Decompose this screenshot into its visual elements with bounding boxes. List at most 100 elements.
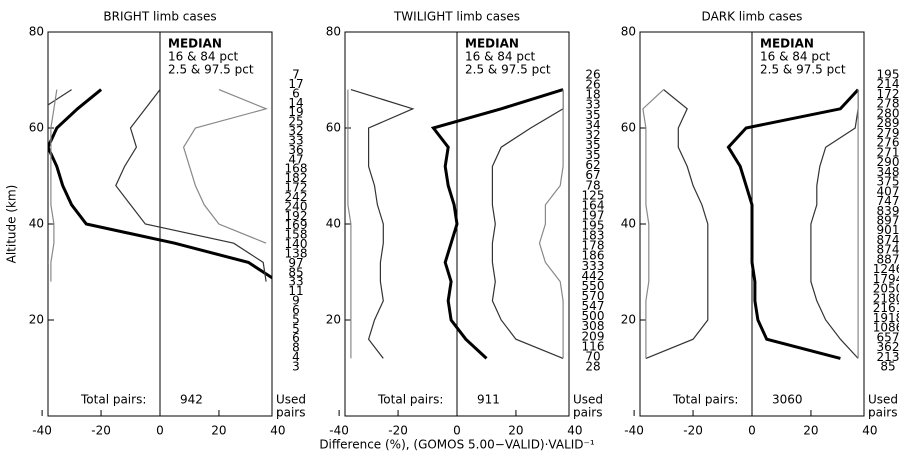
x-tick-label: 20 — [211, 424, 226, 438]
pair-count: 67 — [585, 168, 600, 182]
pair-count: 279 — [877, 126, 899, 140]
pair-count: 7 — [292, 68, 300, 82]
pair-count: 33 — [585, 98, 600, 112]
y-tick-label: 80 — [621, 25, 636, 39]
profile-line — [48, 88, 272, 280]
legend-entry: MEDIAN — [760, 37, 814, 51]
pair-count: 6 — [292, 86, 300, 100]
pair-count: 62 — [585, 158, 600, 172]
pair-count: 290 — [877, 155, 899, 169]
pair-count: 9 — [292, 294, 300, 308]
y-tick-label: 60 — [621, 121, 636, 135]
profile-line — [430, 88, 564, 360]
pair-count: 178 — [582, 239, 605, 253]
pair-count: 17 — [288, 77, 303, 91]
pair-count: 19 — [288, 105, 303, 119]
profile-line — [810, 89, 859, 359]
pair-count: 183 — [582, 229, 605, 243]
used-pairs-label: Used — [868, 393, 898, 407]
x-tick-label: -40 — [32, 424, 52, 438]
pair-count: 85 — [288, 265, 303, 279]
pair-count: 550 — [582, 279, 605, 293]
pair-count: 32 — [288, 124, 303, 138]
y-tick-label: 60 — [29, 121, 44, 135]
pair-count: 28 — [585, 360, 600, 374]
pair-count: 14 — [288, 96, 303, 110]
lines — [347, 88, 564, 360]
lines — [48, 88, 272, 282]
total-pairs: 911 — [477, 393, 500, 407]
used-pairs-label: Used — [573, 393, 603, 407]
pair-count: 657 — [877, 330, 899, 344]
legend-entry: 16 & 84 pct — [465, 50, 536, 64]
y-axis-label: Altitude (km) — [5, 185, 19, 264]
legend-entry: MEDIAN — [465, 37, 519, 51]
y-tick-label: 40 — [621, 217, 636, 231]
pair-count: 172 — [877, 87, 899, 101]
pair-count: 186 — [582, 249, 605, 263]
pair-count: 168 — [285, 162, 308, 176]
profile-line — [347, 89, 352, 359]
profile-line — [642, 89, 665, 359]
total-pairs: 3060 — [772, 393, 803, 407]
total-pairs-label: Total pairs: — [672, 393, 738, 407]
legend-entry: 16 & 84 pct — [168, 50, 239, 64]
profile-line — [491, 89, 564, 359]
profile-line — [50, 89, 58, 282]
used-pairs-label: pairs — [868, 406, 898, 420]
pair-count: 271 — [877, 145, 899, 159]
pair-count: 2180 — [873, 291, 899, 305]
pair-count: 570 — [582, 289, 605, 303]
pair-count: 32 — [585, 128, 600, 142]
x-tick-label: 20 — [803, 424, 818, 438]
x-tick-label: 0 — [748, 424, 756, 438]
y-tick-label: 60 — [326, 121, 341, 135]
x-tick-label: -40 — [329, 424, 349, 438]
pair-count: 35 — [585, 108, 600, 122]
panel-title: DARK limb cases — [702, 10, 803, 24]
pair-count: 138 — [285, 246, 308, 260]
pair-count: 164 — [582, 198, 605, 212]
pair-count: 289 — [877, 116, 899, 130]
x-tick-label: 40 — [270, 424, 285, 438]
pair-count: 897 — [877, 214, 899, 228]
x-tick-label: 40 — [862, 424, 877, 438]
x-tick-label: 40 — [567, 424, 582, 438]
used-pairs-label: pairs — [276, 406, 306, 420]
used-pairs-label: Used — [276, 393, 306, 407]
profile-line — [115, 89, 267, 282]
pair-count: 25 — [288, 115, 303, 129]
pair-count: 2050 — [873, 282, 899, 296]
pair-count: 34 — [585, 118, 600, 132]
pair-count: 8 — [292, 341, 300, 355]
pair-count: 33 — [288, 275, 303, 289]
pair-count: 3 — [292, 360, 300, 374]
pair-count: 240 — [285, 199, 308, 213]
legend-entry: 16 & 84 pct — [760, 50, 831, 64]
pair-count: 333 — [582, 259, 605, 273]
pair-count: 6 — [292, 331, 300, 345]
used-pairs-label: pairs — [573, 406, 603, 420]
pair-count: 276 — [877, 136, 899, 150]
pair-count: 70 — [585, 349, 600, 363]
pair-count: 169 — [285, 218, 308, 232]
y-tick-label: 80 — [326, 25, 341, 39]
pair-count: 209 — [582, 329, 605, 343]
profile-line — [645, 89, 709, 359]
pair-count: 26 — [585, 78, 600, 92]
pair-count: 85 — [880, 360, 895, 374]
pair-count: 280 — [877, 106, 899, 120]
pair-count: 839 — [877, 204, 899, 218]
pair-count: 308 — [582, 319, 605, 333]
pair-count: 242 — [285, 190, 308, 204]
pair-count: 887 — [877, 252, 899, 266]
pair-count: 1918 — [873, 311, 899, 325]
pair-count: 192 — [285, 209, 308, 223]
legend-entry: MEDIAN — [168, 37, 222, 51]
profile-line — [350, 89, 415, 359]
pair-count: 195 — [582, 219, 605, 233]
y-tick-label: 80 — [29, 25, 44, 39]
x-tick-label: -20 — [91, 424, 111, 438]
